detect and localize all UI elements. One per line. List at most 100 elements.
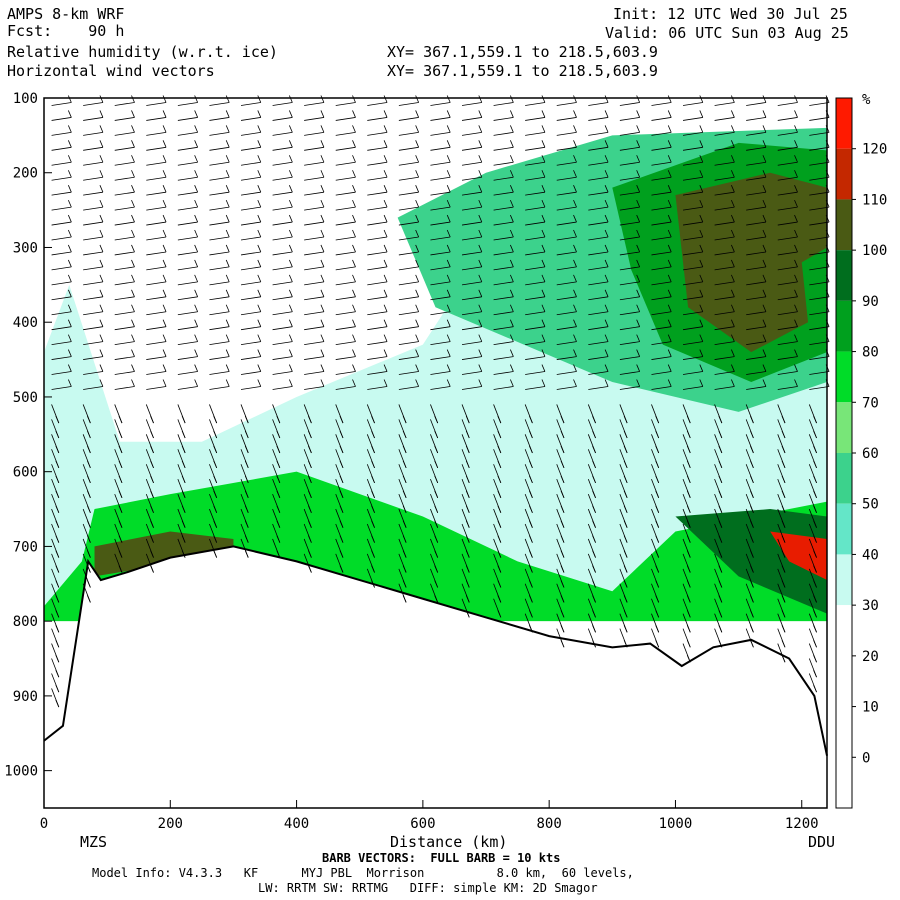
wind-barb-flag: [383, 334, 388, 342]
wind-barb: [682, 341, 703, 346]
wind-barb-flag: [434, 415, 439, 424]
wind-barb: [809, 146, 830, 151]
wind-barb-flag: [497, 445, 502, 454]
wind-barb: [525, 131, 546, 136]
wind-barb-flag: [446, 364, 451, 372]
wind-barb: [714, 131, 735, 136]
wind-barb-flag: [529, 460, 533, 469]
wind-barb-flag: [446, 274, 451, 283]
wind-barb: [619, 131, 640, 136]
wind-barb-flag: [686, 655, 691, 663]
wind-barb-flag: [288, 289, 293, 297]
wind-barb: [461, 281, 482, 286]
wind-barb: [525, 371, 546, 375]
wind-barb-flag: [131, 349, 135, 357]
wind-barb-flag: [604, 349, 609, 357]
wind-barb: [177, 102, 198, 106]
wind-barb-flag: [573, 349, 577, 357]
wind-barb-flag: [560, 520, 565, 528]
wind-barb-flag: [194, 125, 199, 133]
wind-barb: [398, 356, 419, 360]
wind-barb: [114, 102, 135, 106]
wind-barb: [398, 176, 419, 181]
wind-barb-flag: [794, 170, 798, 178]
wind-barb-flag: [781, 430, 786, 439]
wind-barb: [398, 191, 419, 196]
wind-barb-flag: [750, 595, 754, 603]
wind-barb-flag: [529, 595, 533, 603]
wind-barb-flag: [592, 460, 596, 469]
wind-barb: [83, 326, 103, 331]
wind-barb: [304, 311, 324, 316]
wind-barb-flag: [604, 199, 609, 208]
wind-barb-flag: [573, 214, 577, 223]
wind-barb-flag: [162, 259, 167, 268]
wind-barb: [493, 117, 514, 121]
wind-barb: [335, 311, 356, 316]
wind-barb-flag: [497, 595, 502, 603]
wind-barb-flag: [636, 95, 641, 103]
wind-barb-flag: [288, 214, 293, 223]
wind-barb-flag: [150, 415, 154, 424]
wind-barb: [335, 341, 356, 346]
wind-barb: [430, 176, 451, 181]
wind-barb: [746, 311, 767, 316]
wind-barb-flag: [560, 415, 565, 424]
wind-barb: [240, 386, 261, 390]
wind-barb: [809, 176, 830, 181]
wind-barb-flag: [257, 349, 262, 357]
wind-barb-flag: [529, 430, 533, 439]
wind-barb-flag: [604, 334, 609, 342]
wind-barb: [177, 117, 198, 121]
wind-barb: [146, 146, 167, 151]
wind-barb: [272, 386, 293, 390]
wind-barb-flag: [257, 140, 262, 148]
wind-barb: [240, 371, 261, 375]
wind-barb-flag: [573, 244, 577, 253]
wind-barb: [367, 356, 388, 360]
wind-barb: [461, 221, 482, 226]
wind-barb: [209, 281, 230, 286]
x-tick-label: 1200: [785, 816, 819, 832]
wind-barb-flag: [194, 304, 199, 312]
wind-barb: [588, 131, 609, 136]
wind-barb: [240, 191, 261, 196]
wind-barb: [588, 146, 609, 151]
wind-barb: [209, 311, 230, 316]
wind-barb-flag: [636, 110, 641, 118]
wind-barb: [335, 191, 356, 196]
wind-barb-flag: [510, 185, 514, 193]
wind-barb-flag: [541, 259, 546, 268]
wind-barb: [619, 326, 640, 331]
wind-barb-flag: [655, 490, 660, 498]
wind-barb-flag: [497, 475, 502, 484]
wind-barb: [367, 326, 388, 331]
wind-barb-flag: [383, 364, 388, 372]
wind-barb-flag: [276, 490, 281, 498]
wind-barb: [51, 266, 72, 271]
wind-barb: [461, 356, 482, 360]
x-axis-title: Distance (km): [390, 833, 508, 851]
wind-barb: [682, 326, 703, 331]
wind-barb: [304, 266, 324, 271]
wind-barb-flag: [131, 289, 135, 297]
wind-barb-flag: [352, 244, 356, 253]
wind-barb-flag: [794, 110, 798, 118]
wind-barb: [493, 386, 514, 390]
wind-barb: [777, 281, 798, 286]
wind-barb: [177, 251, 198, 256]
wind-barb-flag: [55, 655, 60, 663]
wind-barb: [146, 206, 167, 211]
wind-barb: [682, 386, 703, 390]
wind-barb-flag: [99, 140, 104, 148]
wind-barb-flag: [99, 274, 104, 283]
wind-barb-flag: [529, 625, 533, 633]
wind-barb-flag: [794, 319, 798, 327]
wind-barb-flag: [699, 349, 704, 357]
wind-barb-flag: [781, 565, 786, 573]
wind-barb-flag: [181, 445, 186, 454]
wind-barb-flag: [339, 550, 344, 558]
wind-barb-flag: [371, 535, 375, 543]
wind-barb-flag: [415, 185, 420, 193]
